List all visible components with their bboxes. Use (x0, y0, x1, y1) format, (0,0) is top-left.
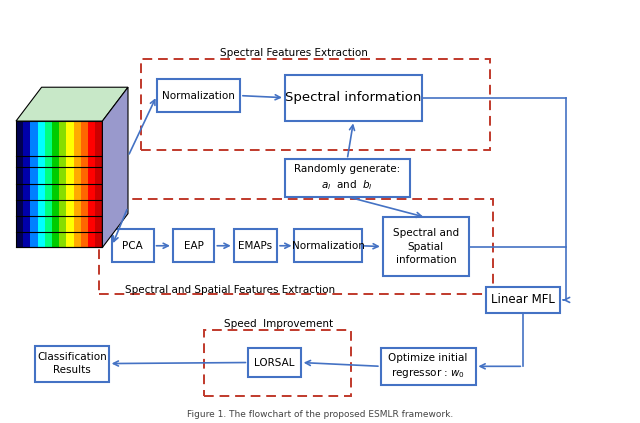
Text: Figure 1. The flowchart of the proposed ESMLR framework.: Figure 1. The flowchart of the proposed … (187, 410, 453, 419)
FancyBboxPatch shape (173, 229, 214, 262)
Bar (60, 121, 67, 247)
Text: PCA: PCA (122, 241, 143, 251)
FancyBboxPatch shape (248, 348, 301, 377)
FancyBboxPatch shape (381, 348, 476, 385)
Bar (16, 121, 102, 247)
Text: EAP: EAP (184, 241, 204, 251)
Bar (16, 121, 23, 247)
Bar (67, 121, 74, 247)
Bar (31, 121, 38, 247)
FancyBboxPatch shape (157, 79, 240, 112)
Bar (38, 121, 45, 247)
FancyBboxPatch shape (234, 229, 277, 262)
FancyBboxPatch shape (112, 229, 154, 262)
FancyBboxPatch shape (383, 217, 469, 276)
Text: Linear MFL: Linear MFL (492, 294, 555, 306)
Text: Randomly generate:
$a_l$  and  $b_l$: Randomly generate: $a_l$ and $b_l$ (294, 164, 401, 192)
Polygon shape (102, 87, 128, 247)
Text: Optimize initial
regressor : $w_0$: Optimize initial regressor : $w_0$ (388, 353, 468, 379)
Text: Spectral and Spatial Features Extraction: Spectral and Spatial Features Extraction (125, 285, 335, 295)
FancyBboxPatch shape (486, 287, 560, 313)
Bar (74, 121, 81, 247)
FancyBboxPatch shape (285, 159, 410, 197)
Bar (52, 121, 60, 247)
Text: Spectral information: Spectral information (285, 91, 422, 104)
Text: Classification
Results: Classification Results (37, 352, 107, 375)
FancyBboxPatch shape (35, 346, 109, 382)
Text: EMAPs: EMAPs (238, 241, 273, 251)
Polygon shape (16, 87, 128, 121)
Bar (23, 121, 31, 247)
Text: Normalization: Normalization (162, 91, 235, 101)
Text: Spectral and
Spatial
information: Spectral and Spatial information (393, 228, 459, 265)
Text: Normalization: Normalization (292, 241, 364, 251)
Bar (45, 121, 52, 247)
FancyBboxPatch shape (285, 75, 422, 121)
Text: Speed  Improvement: Speed Improvement (224, 319, 333, 329)
Bar (95, 121, 102, 247)
Bar (81, 121, 88, 247)
Text: Spectral Features Extraction: Spectral Features Extraction (220, 48, 369, 58)
FancyBboxPatch shape (294, 229, 362, 262)
Text: LORSAL: LORSAL (254, 357, 295, 368)
Bar (88, 121, 95, 247)
